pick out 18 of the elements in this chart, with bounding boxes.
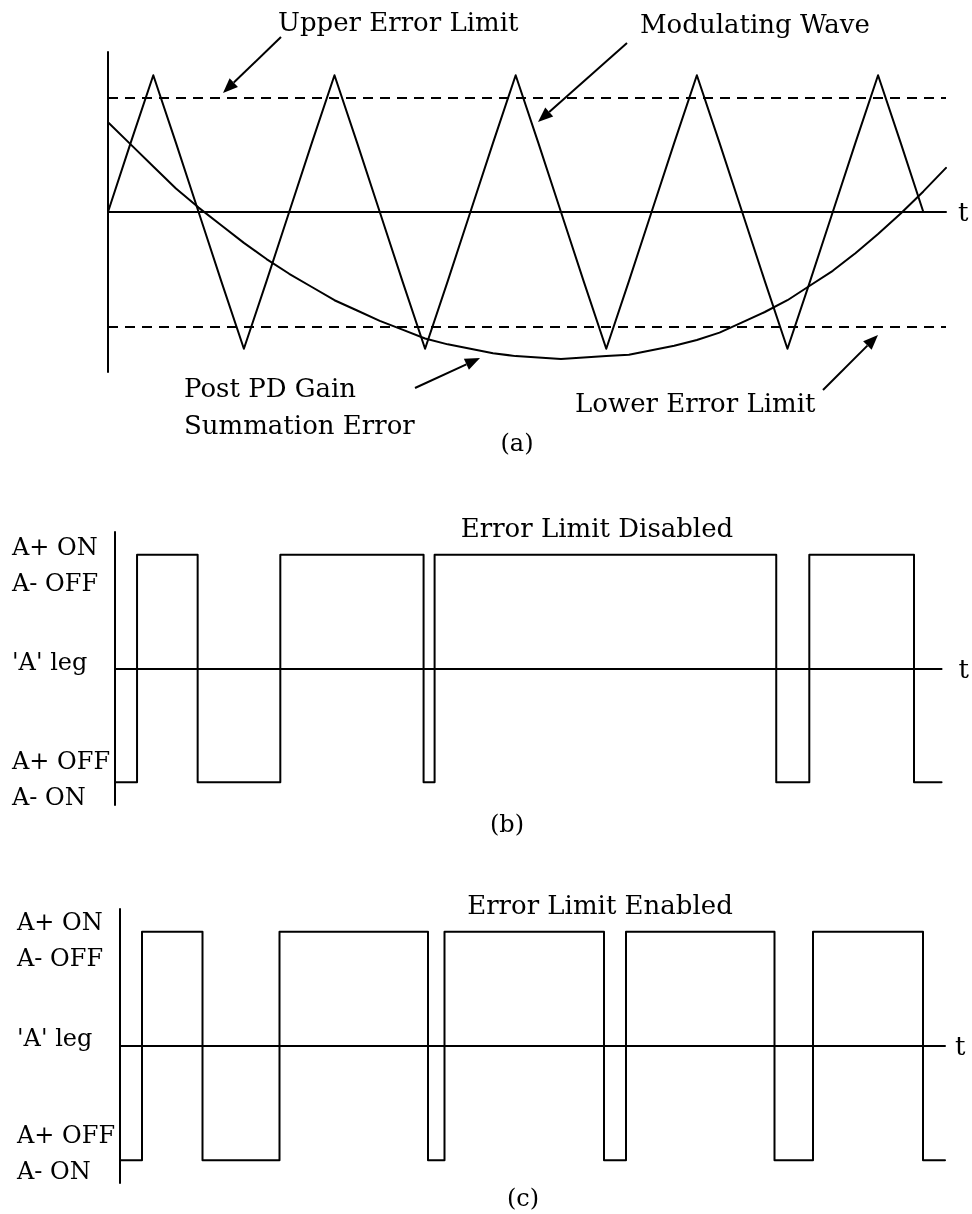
text: A+ ON A- OFF	[12, 532, 99, 599]
text: A+ ON A- OFF	[17, 907, 104, 974]
x-axis-title: t	[955, 1031, 966, 1061]
text: (b)	[489, 809, 525, 840]
series-label: Modulating Wave	[640, 8, 870, 40]
chart-title: Error Limit Enabled	[467, 889, 733, 921]
legend-label: Post PD Gain Summation Error	[184, 372, 416, 442]
text: A+ OFF A- ON	[12, 746, 111, 813]
text: 'A' leg	[12, 647, 88, 678]
ref-line-label: Upper Error Limit	[278, 6, 519, 38]
chart-title: Error Limit Disabled	[460, 512, 734, 544]
x-axis-title: t	[958, 197, 969, 227]
text: (c)	[506, 1183, 540, 1214]
ref-line-label: Lower Error Limit	[575, 387, 816, 419]
text: A+ OFF A- ON	[17, 1120, 116, 1187]
x-axis-title: t	[958, 653, 970, 684]
text: 'A' leg	[17, 1023, 93, 1054]
text: (a)	[500, 428, 534, 459]
